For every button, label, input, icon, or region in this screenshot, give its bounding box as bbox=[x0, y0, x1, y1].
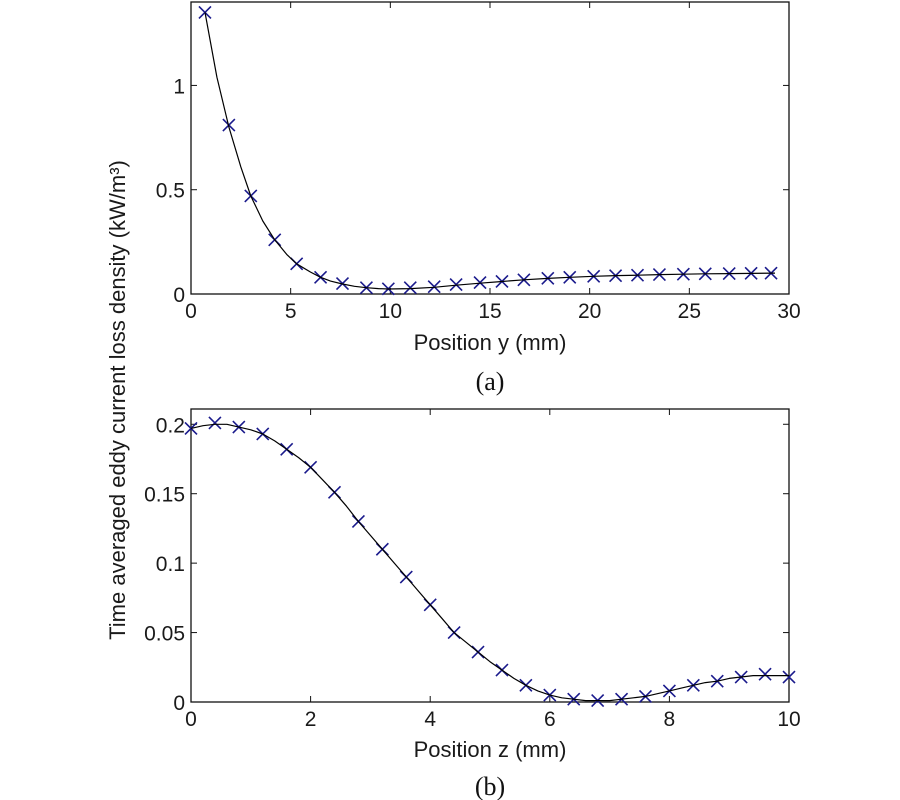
series-line bbox=[190, 423, 789, 702]
y-tick-label: 0.05 bbox=[144, 623, 185, 646]
x-axis-label: Position y (mm) bbox=[414, 330, 567, 355]
x-tick-label: 30 bbox=[777, 300, 800, 323]
panel-label: (b) bbox=[475, 772, 505, 800]
data-point-marker bbox=[208, 416, 222, 430]
x-tick-label: 20 bbox=[578, 300, 601, 323]
x-axis-label: Position z (mm) bbox=[414, 737, 567, 762]
plot-frame bbox=[190, 1, 790, 295]
x-tick-label: 6 bbox=[544, 708, 556, 731]
y-tick-label: 0 bbox=[173, 284, 185, 307]
data-point-marker bbox=[473, 275, 487, 290]
data-point-marker bbox=[782, 670, 796, 684]
y-tick-label: 1 bbox=[173, 75, 185, 98]
data-point-marker bbox=[403, 281, 417, 295]
plot-frame bbox=[190, 408, 790, 703]
x-tick-label: 10 bbox=[777, 708, 800, 731]
x-tick-label: 0 bbox=[185, 708, 197, 731]
x-tick-label: 0 bbox=[185, 300, 197, 323]
y-tick-label: 0 bbox=[173, 692, 185, 715]
x-tick-label: 4 bbox=[424, 708, 436, 731]
x-tick-label: 15 bbox=[478, 300, 501, 323]
x-tick-label: 8 bbox=[664, 708, 676, 731]
x-tick-label: 25 bbox=[678, 300, 701, 323]
panel-a: 0 5 10 15 20 25 30 0 0.5 1 Position y (mm) (a) bbox=[156, 1, 801, 396]
panel-b: 0 2 4 6 8 10 0 0.05 0.1 0.15 0.2 Position z (mm) (b) bbox=[144, 408, 801, 800]
panel-label: (a) bbox=[476, 367, 505, 396]
series-line bbox=[204, 12, 776, 290]
x-tick-label: 2 bbox=[305, 708, 317, 731]
data-point-marker bbox=[184, 421, 198, 436]
x-tick-label: 10 bbox=[379, 300, 402, 323]
data-point-marker bbox=[758, 667, 772, 681]
shared-y-axis-label: Time averaged eddy current loss density … bbox=[105, 160, 130, 640]
y-tick-label: 0.15 bbox=[144, 484, 185, 507]
y-tick-label: 0.2 bbox=[156, 414, 185, 437]
y-tick-label: 0.5 bbox=[156, 180, 185, 203]
x-tick-label: 5 bbox=[285, 300, 297, 323]
y-tick-label: 0.1 bbox=[156, 553, 185, 576]
